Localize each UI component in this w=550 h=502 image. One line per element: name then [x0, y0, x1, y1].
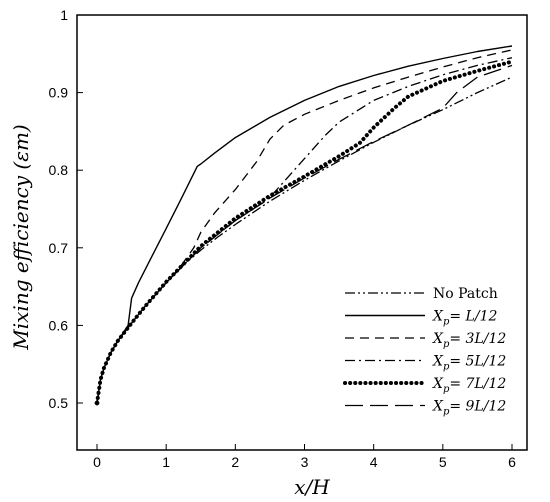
- plot-border: [76, 14, 528, 451]
- legend-label-3: Xp= 3L/12: [432, 331, 506, 350]
- x-tick-label: 5: [439, 454, 447, 470]
- series-line-6: [96, 64, 513, 404]
- x-tick-label: 2: [231, 454, 239, 470]
- x-tick-label: 0: [93, 454, 101, 470]
- series-line-3: [96, 49, 513, 404]
- x-axis-label: x/H: [294, 475, 330, 499]
- legend-label-5: Xp= 7L/12: [432, 376, 506, 395]
- legend-label-6: Xp= 9L/12: [432, 399, 506, 418]
- x-tick-label: 1: [162, 454, 170, 470]
- ticks-layer: 0 1 2 3 4 5 6 0.5 0.6 0.7 0.8 0.9 1: [49, 7, 517, 470]
- y-tick-label: 0.8: [49, 162, 69, 178]
- x-tick-label: 3: [301, 454, 309, 470]
- series-line-5: [95, 59, 514, 405]
- y-tick-label: 1: [60, 7, 68, 23]
- series-layer: [94, 45, 514, 406]
- legend-label-2: Xp= L/12: [432, 309, 497, 328]
- series-start-point: [94, 400, 100, 406]
- y-axis-label: Mixing efficiency (εm): [9, 124, 33, 350]
- legend-label-4: Xp= 5L/12: [432, 354, 506, 373]
- legend: No Patch Xp= L/12 Xp= 3L/12 Xp= 5L/12 Xp= 7L…: [343, 286, 506, 418]
- y-tick-label: 0.7: [49, 240, 69, 256]
- plot-frame: [76, 14, 528, 451]
- x-tick-label: 4: [370, 454, 378, 470]
- y-tick-label: 0.9: [49, 85, 69, 101]
- y-tick-label: 0.6: [49, 317, 69, 333]
- x-tick-label: 6: [508, 454, 516, 470]
- y-tick-label: 0.5: [49, 395, 69, 411]
- series-line-4: [96, 57, 513, 404]
- legend-label-1: No Patch: [433, 286, 498, 302]
